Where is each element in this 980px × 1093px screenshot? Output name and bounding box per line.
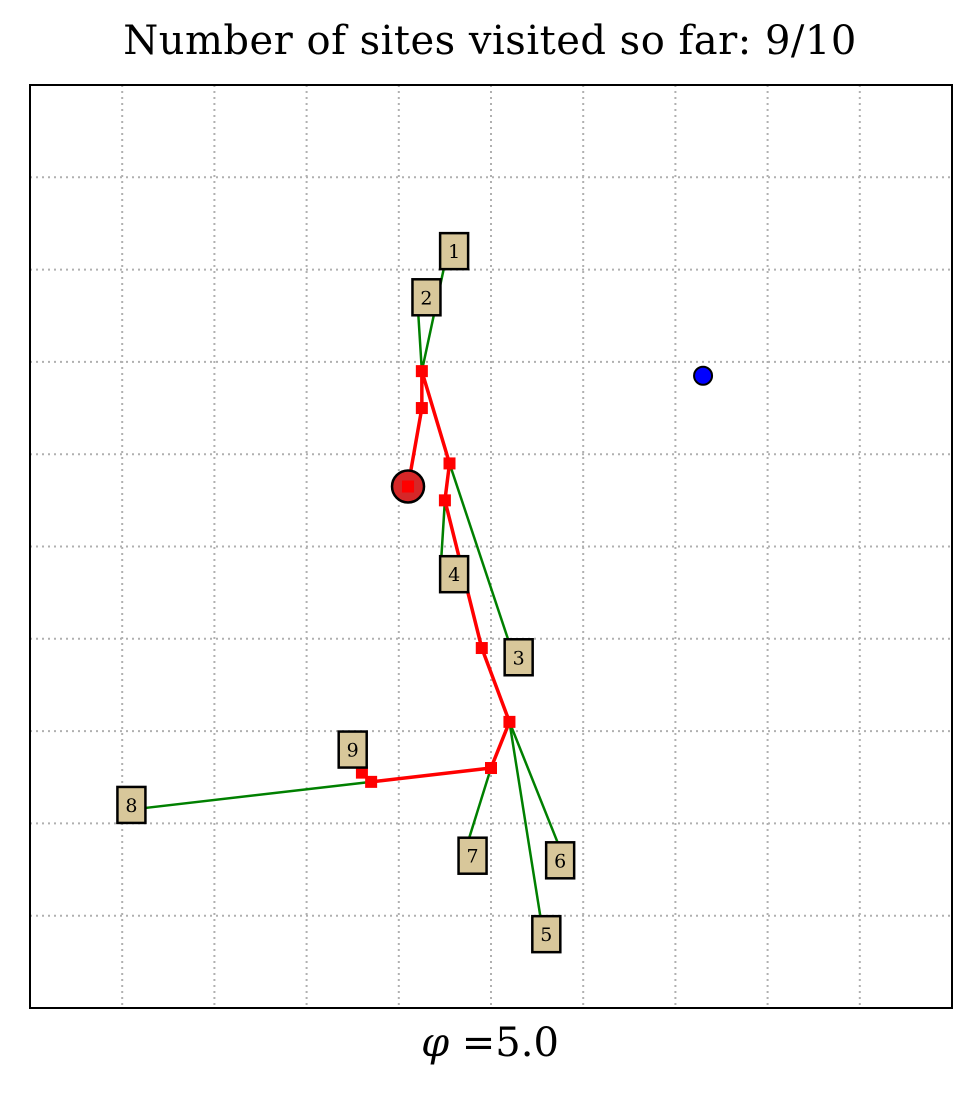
site-label-text: 7	[467, 846, 479, 868]
route-marker	[503, 715, 516, 728]
plot-frame	[29, 84, 953, 1009]
site-label-text: 8	[125, 795, 137, 817]
site-label-box	[438, 231, 470, 271]
connector-line	[508, 721, 566, 861]
site-label-2: 2	[411, 278, 442, 317]
site-label-7: 7	[457, 836, 488, 875]
connector-line	[508, 721, 543, 926]
site-label-9: 9	[337, 730, 368, 769]
site-label-5: 5	[531, 914, 562, 954]
site-label-text: 9	[347, 740, 359, 762]
site-label-3: 3	[503, 638, 534, 677]
points	[355, 365, 714, 788]
route-marker	[438, 494, 451, 507]
connector-lines	[131, 241, 566, 926]
site-label-text: 4	[448, 564, 460, 586]
site-label-box	[544, 841, 576, 880]
chart-title: Number of sites visited so far: 9/10	[123, 18, 857, 64]
connector-line	[466, 767, 493, 843]
route-marker	[415, 402, 428, 415]
site-label-text: 5	[540, 924, 552, 946]
site-label-8: 8	[116, 785, 147, 825]
site-label-box	[457, 836, 488, 875]
site-label-box	[503, 638, 534, 677]
route-marker	[402, 480, 415, 493]
route-marker	[365, 775, 378, 788]
site-label-text: 6	[554, 850, 566, 872]
site-label-box	[438, 554, 470, 594]
route-marker	[355, 766, 368, 779]
site-label-text: 2	[420, 287, 432, 309]
site-labels: 1 2 3 4 5 6 7 8 9	[116, 231, 576, 954]
site-label-1: 1	[438, 231, 470, 271]
grid	[30, 85, 952, 1008]
site-label-4: 4	[438, 554, 470, 594]
site-label-box	[531, 914, 562, 954]
site-label-box	[116, 785, 147, 825]
connector-line	[131, 780, 372, 811]
site-label-box	[411, 278, 442, 317]
x-axis-label-text: =5.0	[449, 1020, 559, 1066]
connector-line	[448, 463, 516, 658]
site-label-6: 6	[544, 841, 576, 880]
phi-symbol: φ	[421, 1020, 450, 1066]
route-marker	[485, 762, 497, 775]
route-marker	[475, 642, 488, 655]
route-marker	[443, 457, 456, 470]
x-axis-label: φ =5.0	[0, 1020, 980, 1066]
blue-point	[693, 365, 714, 386]
site-label-text: 3	[513, 647, 525, 669]
site-label-box	[337, 730, 368, 769]
route-marker	[415, 365, 428, 378]
site-label-text: 1	[448, 241, 460, 263]
